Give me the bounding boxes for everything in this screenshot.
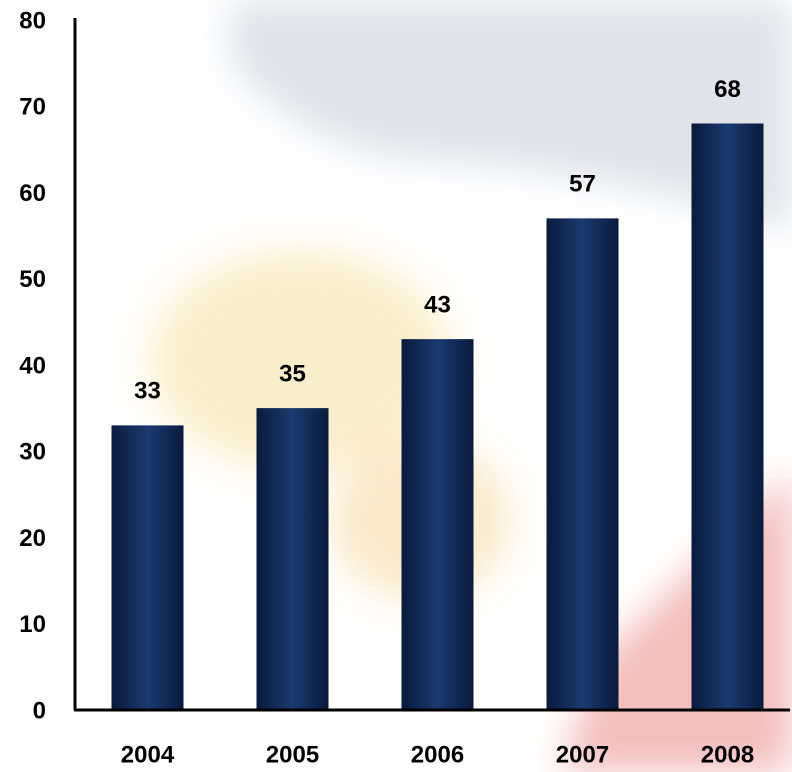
x-tick-label: 2006 [411, 741, 464, 768]
x-tick-label: 2004 [121, 741, 175, 768]
value-label: 68 [714, 76, 741, 103]
bar [257, 408, 329, 710]
y-tick-label: 10 [19, 611, 46, 638]
y-tick-label: 70 [19, 94, 46, 121]
value-label: 35 [279, 360, 306, 387]
y-tick-label: 60 [19, 180, 46, 207]
bar [692, 124, 764, 711]
x-tick-label: 2007 [556, 741, 609, 768]
value-label: 43 [424, 291, 451, 318]
y-tick-label: 30 [19, 439, 46, 466]
x-tick-label: 2008 [701, 741, 754, 768]
y-tick-label: 20 [19, 525, 46, 552]
chart: 0 10 20 30 40 50 60 70 80 2004 33 2005 35 2006 43 2007 5… [0, 0, 792, 772]
y-tick-label: 0 [33, 697, 46, 724]
y-tick-label: 80 [19, 7, 46, 34]
bar [402, 339, 474, 710]
value-label: 57 [569, 171, 596, 198]
bar [547, 218, 619, 710]
value-label: 33 [134, 378, 161, 405]
x-tick-label: 2005 [266, 741, 319, 768]
y-tick-label: 40 [19, 352, 46, 379]
y-tick-label: 50 [19, 266, 46, 293]
bar [112, 425, 184, 710]
